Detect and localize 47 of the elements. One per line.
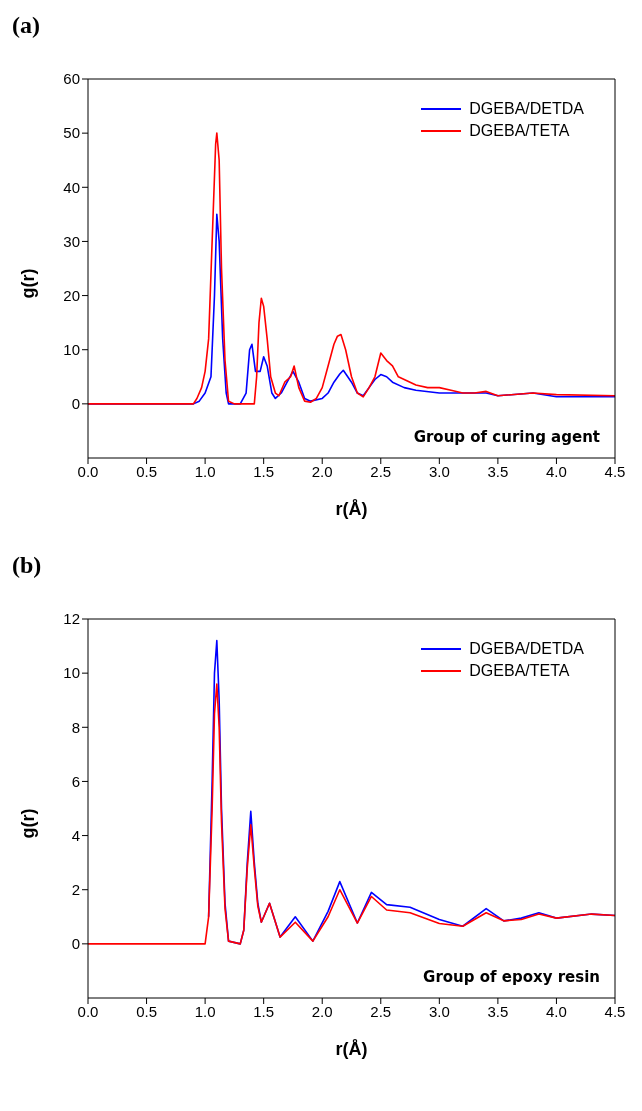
y-tick-label: 2 xyxy=(71,881,80,899)
x-tick-label: 4.5 xyxy=(604,462,626,480)
x-tick-label: 2.0 xyxy=(311,1002,333,1020)
legend-label: DGEBA/TETA xyxy=(469,122,570,140)
x-tick-label: 3.5 xyxy=(487,462,509,480)
legend-label: DGEBA/DETDA xyxy=(469,640,584,658)
y-tick-label: 4 xyxy=(71,826,80,844)
x-tick-label: 3.0 xyxy=(428,1002,450,1020)
y-tick-label: 20 xyxy=(63,286,80,304)
y-tick-label: 30 xyxy=(63,232,80,250)
x-tick-label: 0.5 xyxy=(136,462,157,480)
x-tick-label: 3.0 xyxy=(428,462,450,480)
x-tick-label: 4.5 xyxy=(604,1002,626,1020)
y-tick-label: 60 xyxy=(63,70,80,88)
x-tick-label: 3.5 xyxy=(487,1002,509,1020)
y-tick-label: 10 xyxy=(63,664,80,682)
legend-label: DGEBA/TETA xyxy=(469,662,570,680)
y-axis-title: g(r) xyxy=(18,808,39,839)
y-tick-label: 12 xyxy=(63,610,80,628)
annotation: Group of epoxy resin xyxy=(423,968,600,986)
chart-title: (a) xyxy=(12,12,40,39)
y-tick-label: 50 xyxy=(63,124,80,142)
x-tick-label: 0.0 xyxy=(77,1002,99,1020)
x-tick-label: 1.5 xyxy=(253,462,275,480)
x-tick-label: 2.5 xyxy=(370,1002,392,1020)
x-tick-label: 0.5 xyxy=(136,1002,157,1020)
x-tick-label: 4.0 xyxy=(546,1002,567,1020)
chart-title: (b) xyxy=(12,552,42,579)
x-axis-title: r(Å) xyxy=(335,1038,368,1059)
y-tick-label: 8 xyxy=(71,718,80,736)
y-tick-label: 10 xyxy=(63,341,80,359)
x-tick-label: 0.0 xyxy=(77,462,99,480)
annotation: Group of curing agent xyxy=(413,428,600,446)
x-tick-label: 1.0 xyxy=(194,462,216,480)
line-series xyxy=(88,683,615,945)
y-tick-label: 0 xyxy=(71,935,80,953)
y-tick-label: 6 xyxy=(71,772,80,790)
x-tick-label: 1.0 xyxy=(194,1002,216,1020)
x-tick-label: 4.0 xyxy=(546,462,567,480)
x-tick-label: 1.5 xyxy=(253,1002,275,1020)
y-axis-title: g(r) xyxy=(18,268,39,299)
y-tick-label: 40 xyxy=(63,178,80,196)
x-tick-label: 2.5 xyxy=(370,462,392,480)
y-tick-label: 0 xyxy=(71,395,80,413)
x-axis-title: r(Å) xyxy=(335,498,368,519)
legend-label: DGEBA/DETDA xyxy=(469,100,584,118)
x-tick-label: 2.0 xyxy=(311,462,333,480)
